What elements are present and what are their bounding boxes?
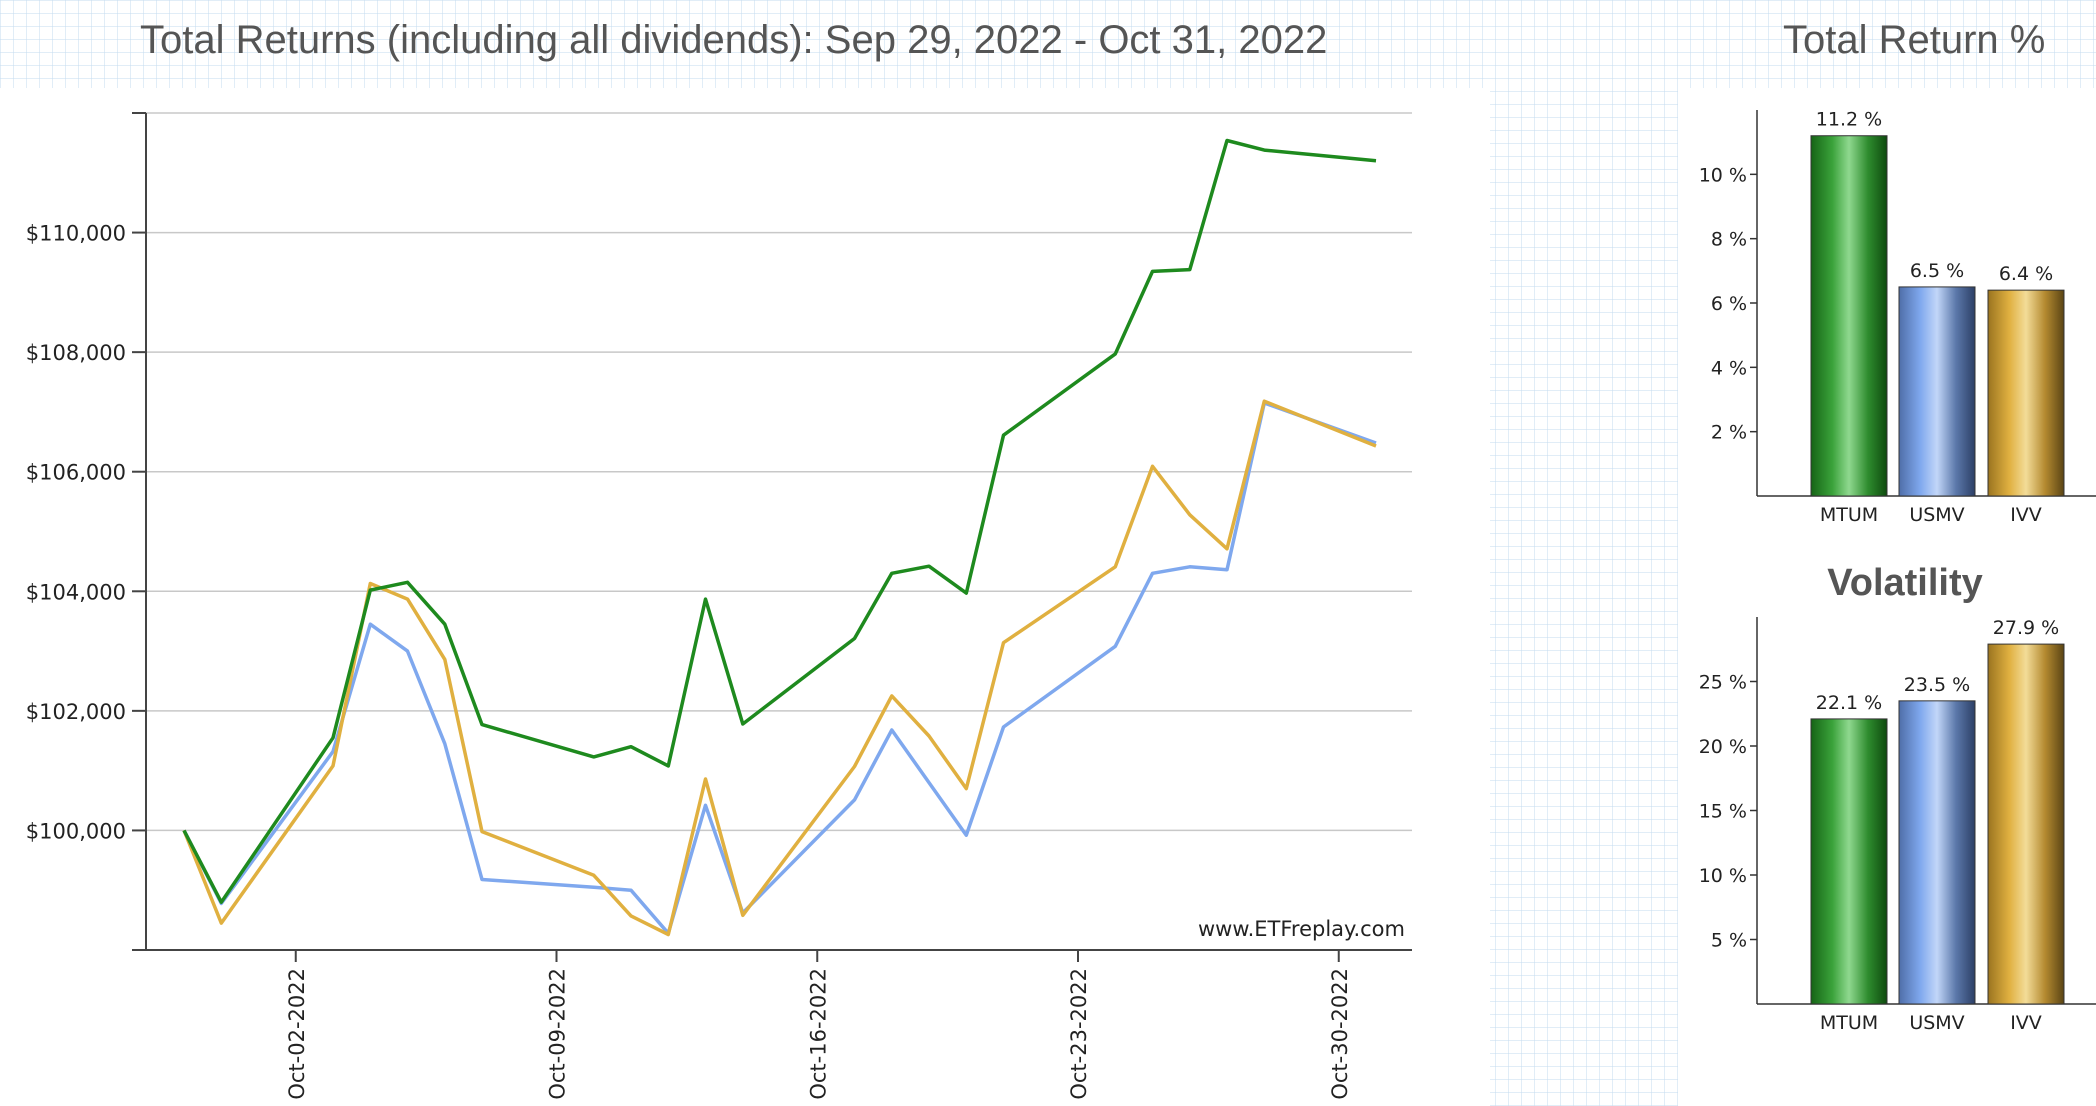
- bar-mtum: [1810, 135, 1888, 497]
- bar-y-tick-label: 25 %: [1699, 672, 1747, 694]
- bar-usmv: [1898, 700, 1976, 1005]
- bar-category-label: IVV: [2010, 504, 2042, 526]
- bar-y-tick-label: 10 %: [1699, 865, 1747, 887]
- series-line-usmv: [182, 401, 1377, 936]
- bar-category-label: MTUM: [1820, 504, 1878, 526]
- series-line-ivv: [182, 399, 1377, 937]
- y-tick-label: $108,000: [26, 341, 126, 365]
- line-chart-x-ticks: Oct-02-2022 Oct-09-2022 Oct-16-2022 Oct-23-…: [285, 968, 1352, 1100]
- bar-value-label: 27.9 %: [1993, 617, 2059, 639]
- bar-ivv: [1987, 643, 2065, 1005]
- bar-y-tick-label: 8 %: [1711, 229, 1747, 251]
- y-tick-label: $110,000: [26, 222, 126, 246]
- bar-value-label: 23.5 %: [1904, 674, 1970, 696]
- bar-y-tick-label: 2 %: [1711, 422, 1747, 444]
- x-tick-label: Oct-30-2022: [1328, 968, 1352, 1100]
- bar-value-label: 11.2 %: [1816, 109, 1882, 131]
- bar-y-tick-label: 15 %: [1699, 801, 1747, 823]
- bar-category-label: MTUM: [1820, 1012, 1878, 1034]
- y-tick-label: $102,000: [26, 700, 126, 724]
- x-tick-label: Oct-02-2022: [285, 968, 309, 1100]
- total-return-bar-chart: 2 % 4 % 6 % 8 % 10 % 11.2 % MTUM 6.5 % USMV 6.4 %…: [1699, 109, 2096, 526]
- line-chart-axes: [132, 112, 1412, 962]
- bar-y-tick-label: 20 %: [1699, 736, 1747, 758]
- bar-value-label: 6.4 %: [1999, 263, 2053, 285]
- x-tick-label: Oct-23-2022: [1067, 968, 1091, 1100]
- total-return-title: Total Return %: [1783, 18, 2046, 62]
- y-tick-label: $104,000: [26, 580, 126, 604]
- bar-y-tick-label: 6 %: [1711, 293, 1747, 315]
- y-tick-label: $106,000: [26, 461, 126, 485]
- watermark: www.ETFreplay.com: [1198, 917, 1405, 941]
- y-tick-label: $100,000: [26, 819, 126, 843]
- line-chart-panel: [0, 88, 1490, 1106]
- series-line-mtum: [182, 138, 1377, 904]
- bar-value-label: 22.1 %: [1816, 692, 1882, 714]
- chart-title: Total Returns (including all dividends):…: [140, 18, 1328, 62]
- bar-mtum: [1810, 718, 1888, 1005]
- bar-y-tick-label: 10 %: [1699, 164, 1747, 186]
- x-tick-label: Oct-09-2022: [546, 968, 570, 1100]
- line-chart-grid: [146, 112, 1412, 832]
- x-tick-label: Oct-16-2022: [806, 968, 830, 1100]
- bar-usmv: [1898, 286, 1976, 497]
- volatility-title: Volatility: [1827, 562, 1983, 604]
- bar-y-tick-label: 4 %: [1711, 357, 1747, 379]
- volatility-bar-chart: 5 % 10 % 15 % 20 % 25 % 22.1 % MTUM 23.5 % USMV 2…: [1699, 617, 2096, 1034]
- bar-value-label: 6.5 %: [1910, 260, 1964, 282]
- bar-category-label: USMV: [1909, 504, 1964, 526]
- bar-category-label: IVV: [2010, 1012, 2042, 1034]
- bar-y-tick-label: 5 %: [1711, 930, 1747, 952]
- line-chart-y-ticks: $100,000 $102,000 $104,000 $106,000 $108,000…: [26, 222, 126, 844]
- bar-category-label: USMV: [1909, 1012, 1964, 1034]
- bar-ivv: [1987, 289, 2065, 497]
- line-chart-series: [182, 138, 1377, 937]
